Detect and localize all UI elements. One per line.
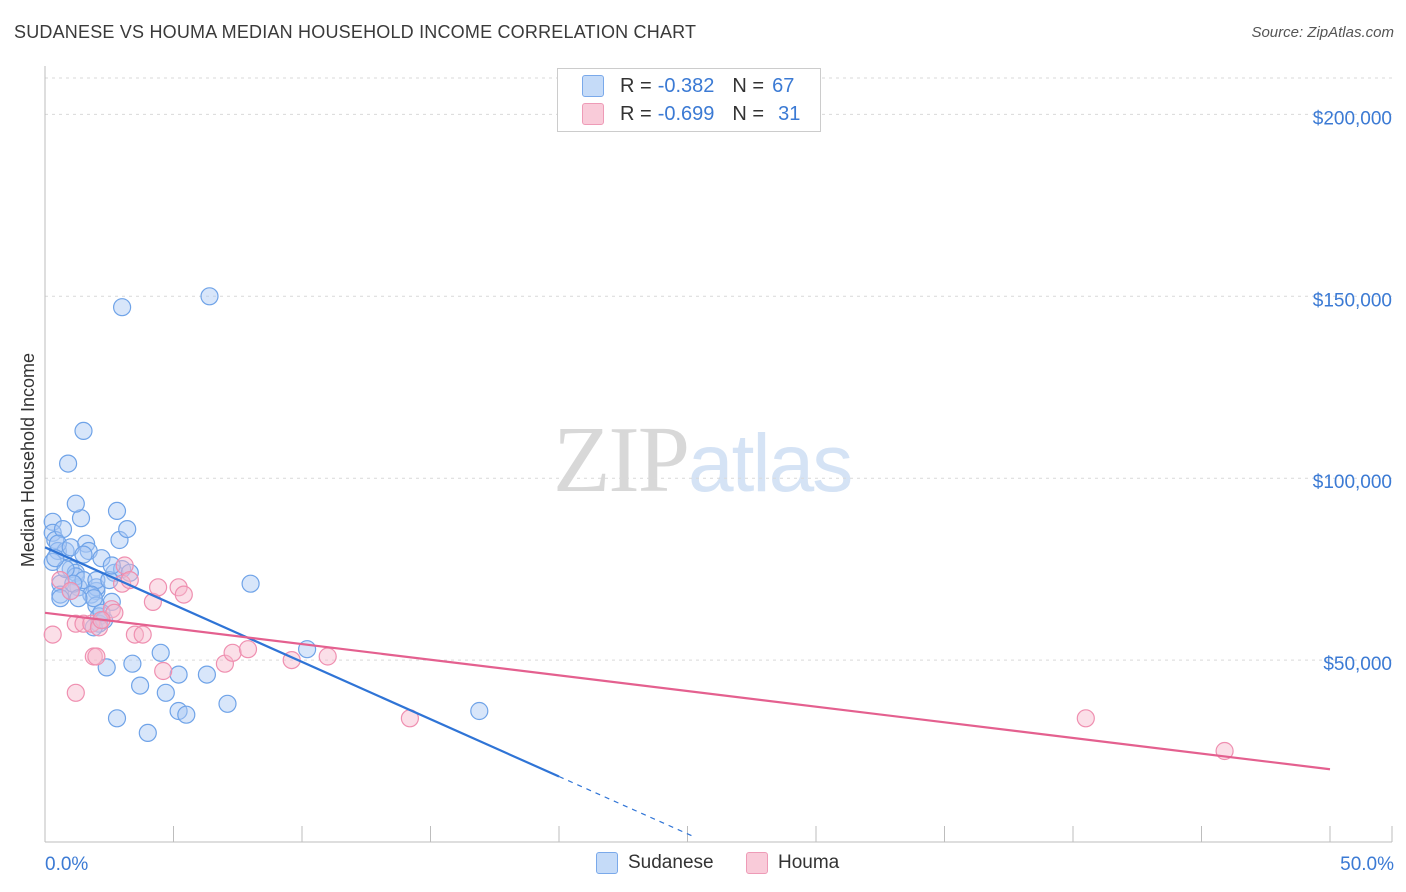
x-tick-label-min: 0.0% (45, 854, 88, 875)
point-houma (223, 643, 242, 662)
point-sudanese (218, 694, 237, 713)
point-sudanese (177, 705, 196, 724)
point-sudanese (151, 643, 170, 662)
point-houma (87, 647, 106, 666)
point-houma (125, 625, 144, 644)
legend-n-label: N = (732, 74, 765, 97)
point-sudanese (138, 723, 157, 743)
y-tick-label: $150,000 (1313, 290, 1392, 311)
y-axis-title: Median Household Income (18, 353, 38, 567)
point-houma (43, 625, 62, 644)
legend-n-label: N = (732, 102, 765, 125)
point-sudanese (112, 298, 132, 317)
point-sudanese (69, 589, 88, 608)
y-tick-label: $100,000 (1313, 472, 1392, 493)
point-houma (66, 614, 85, 633)
point-sudanese (107, 501, 127, 520)
point-sudanese (131, 676, 150, 695)
legend-label-houma: Houma (778, 852, 840, 873)
axis-labels: $50,000 $100,000 $150,000 $200,000 0.0% 50.0%… (18, 108, 1394, 875)
point-sudanese (66, 494, 85, 513)
point-sudanese (51, 589, 70, 608)
watermark-atlas: atlas (688, 418, 853, 509)
point-houma (318, 647, 337, 666)
chart-title: SUDANESE VS HOUMA MEDIAN HOUSEHOLD INCOM… (14, 22, 697, 42)
legend-row-sudanese: R = -0.382 N = 67 (582, 73, 794, 99)
point-sudanese (84, 589, 103, 608)
legend-r-label: R = (620, 102, 652, 125)
point-sudanese (470, 701, 489, 721)
watermark-zip: ZIP (553, 408, 690, 512)
point-sudanese (169, 665, 188, 684)
point-houma (74, 614, 93, 633)
point-sudanese (76, 534, 96, 553)
legend-swatch-houma (746, 852, 768, 874)
point-sudanese (200, 287, 219, 306)
legend-item-sudanese[interactable]: Sudanese (596, 852, 714, 874)
legend-row-houma: R = -0.699 N = 31 (582, 101, 800, 127)
trend-lines (44, 546, 1331, 837)
point-houma (1076, 709, 1095, 728)
legend-swatch-sudanese (596, 852, 618, 874)
data-points (43, 287, 1234, 761)
point-sudanese (74, 421, 93, 440)
point-sudanese (87, 570, 106, 590)
trendline-sudanese-extension (558, 775, 693, 837)
point-houma (174, 585, 193, 604)
point-sudanese (74, 545, 93, 564)
point-sudanese (43, 523, 62, 542)
point-sudanese (156, 683, 175, 702)
point-sudanese (92, 549, 111, 568)
correlation-legend: R = -0.382 N = 67 R = -0.699 N = 31 (557, 68, 821, 132)
legend-item-houma[interactable]: Houma (746, 852, 839, 874)
grid-lines (45, 77, 1392, 661)
legend-swatch-houma (582, 103, 604, 125)
point-houma (61, 581, 80, 601)
point-houma (149, 578, 168, 597)
point-sudanese (102, 556, 121, 575)
legend-r-value: -0.382 (657, 74, 715, 97)
point-sudanese (197, 665, 216, 684)
trendline-sudanese (44, 546, 560, 778)
point-sudanese (123, 654, 142, 673)
legend-r-value: -0.699 (657, 102, 715, 125)
point-houma (238, 640, 258, 659)
point-houma (154, 661, 173, 681)
watermark: ZIPatlas (553, 405, 853, 514)
legend-swatch-sudanese (582, 75, 604, 97)
point-houma (133, 625, 152, 644)
trendline-houma (44, 611, 1331, 771)
point-sudanese (107, 709, 127, 728)
source-label: Source: ZipAtlas.com (1251, 24, 1394, 41)
legend-n-value: 31 (778, 102, 801, 125)
axes (44, 66, 1393, 843)
point-sudanese (58, 454, 78, 473)
legend-label-sudanese: Sudanese (628, 852, 714, 873)
y-tick-label: $50,000 (1323, 654, 1392, 675)
point-sudanese (241, 574, 260, 593)
y-tick-label: $200,000 (1313, 108, 1392, 129)
legend-n-value: 67 (772, 74, 795, 97)
x-tick-label-max: 50.0% (1340, 854, 1394, 875)
point-houma (66, 683, 85, 702)
legend-r-label: R = (620, 74, 652, 97)
point-sudanese (118, 519, 137, 539)
